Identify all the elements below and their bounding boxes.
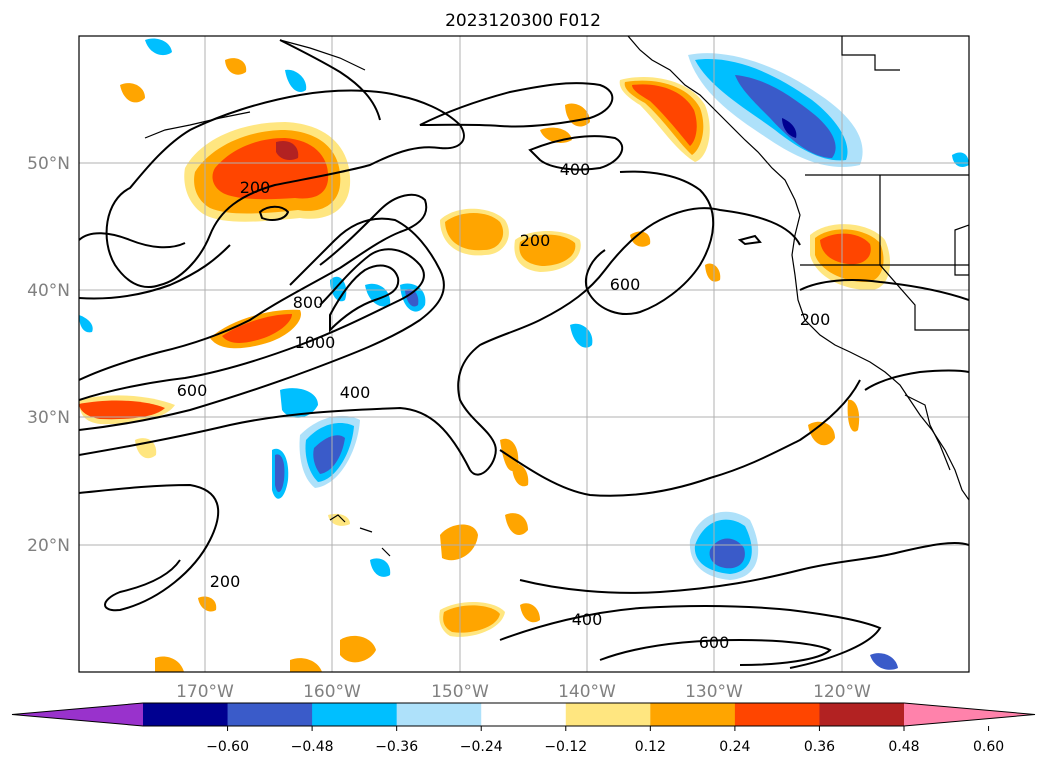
colorbar-bin — [481, 703, 567, 726]
lon-label-170w: 170°W — [176, 682, 234, 702]
colorbar-bin — [819, 703, 905, 726]
contour-label-400-south: 400 — [572, 610, 603, 629]
colorbar-bin — [734, 703, 820, 726]
colorbar-tick-label: −0.12 — [544, 739, 587, 755]
lon-label-120w: 120°W — [813, 682, 871, 702]
contour-lines — [79, 39, 969, 669]
colorbar-tick-label: −0.48 — [291, 739, 334, 755]
lat-labels: 50°N 40°N 30°N 20°N — [27, 154, 70, 556]
contour-label-1000: 1000 — [295, 333, 336, 352]
lat-label-50n: 50°N — [27, 154, 70, 174]
colorbar: −0.60 −0.48 −0.36 −0.24 −0.12 0.12 0.24 0.36 0.4… — [11, 702, 1036, 755]
contour-label-200-coast: 200 — [800, 310, 831, 329]
coastlines — [144, 36, 969, 557]
colorbar-tick-label: 0.48 — [888, 739, 919, 755]
colorbar-bin — [227, 703, 313, 726]
colorbar-tick-label: 0.36 — [804, 739, 835, 755]
colorbar-bin — [312, 703, 398, 726]
contour-label-200-nw: 200 — [240, 178, 271, 197]
colorbar-tick-label: 0.12 — [635, 739, 666, 755]
colorbar-bin — [143, 703, 229, 726]
colorbar-tick-label: 0.24 — [719, 739, 750, 755]
map-title: 2023120300 F012 — [445, 11, 601, 31]
contour-label-400-central: 400 — [340, 383, 371, 402]
contour-label-200-south: 200 — [210, 572, 241, 591]
colorbar-extend-high — [904, 703, 1035, 726]
colorbar-tick-label: −0.60 — [206, 739, 249, 755]
lon-labels: 170°W 160°W 150°W 140°W 130°W 120°W — [176, 682, 871, 702]
lat-lon-grid — [79, 36, 969, 672]
lon-label-150w: 150°W — [431, 682, 489, 702]
contour-label-200-central: 200 — [520, 231, 551, 250]
colorbar-bin — [650, 703, 736, 726]
lon-label-160w: 160°W — [303, 682, 361, 702]
lon-label-140w: 140°W — [558, 682, 616, 702]
colorbar-bin — [396, 703, 482, 726]
map-area: 200 400 200 600 800 1000 600 400 200 200… — [79, 36, 969, 672]
lat-label-20n: 20°N — [27, 536, 70, 556]
colorbar-tick-label: −0.36 — [375, 739, 418, 755]
lon-label-130w: 130°W — [685, 682, 743, 702]
shaded-fields — [79, 38, 969, 672]
colorbar-tick-label: −0.24 — [460, 739, 503, 755]
colorbar-tick-label: 0.60 — [973, 739, 1004, 755]
contour-label-400-north: 400 — [560, 160, 591, 179]
contour-label-600-east: 600 — [610, 275, 641, 294]
map-frame — [78, 35, 970, 673]
colorbar-outline — [11, 702, 1036, 727]
contour-labels: 200 400 200 600 800 1000 600 400 200 200… — [177, 160, 831, 652]
lat-label-30n: 30°N — [27, 408, 70, 428]
colorbar-extend-low — [12, 703, 143, 726]
contour-label-800: 800 — [293, 293, 324, 312]
lat-label-40n: 40°N — [27, 281, 70, 301]
contour-label-600-west: 600 — [177, 381, 208, 400]
colorbar-bin — [565, 703, 651, 726]
contour-label-600-south: 600 — [699, 633, 730, 652]
